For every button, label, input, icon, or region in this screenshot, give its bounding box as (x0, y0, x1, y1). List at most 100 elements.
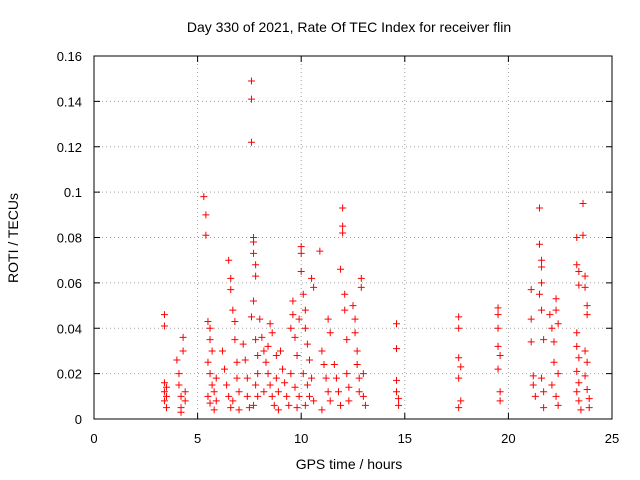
data-point (546, 311, 554, 319)
data-point (393, 376, 401, 384)
y-axis-title: ROTI / TECUs (5, 193, 21, 283)
data-point (395, 395, 403, 403)
data-point (455, 404, 463, 412)
data-point (303, 340, 311, 348)
data-point (581, 272, 589, 280)
data-point (229, 306, 237, 314)
data-point (305, 392, 313, 400)
data-point (345, 397, 353, 405)
data-point (254, 351, 262, 359)
data-point (305, 356, 313, 364)
data-point (351, 315, 359, 323)
data-point (231, 336, 239, 344)
data-point (326, 329, 334, 337)
data-point (173, 356, 181, 364)
data-point (177, 408, 185, 416)
data-point (393, 345, 401, 353)
data-point (272, 374, 280, 382)
data-point (583, 386, 591, 394)
data-point (310, 397, 318, 405)
data-point (266, 320, 274, 328)
data-point (535, 290, 543, 298)
data-point (160, 322, 168, 330)
data-point (218, 347, 226, 355)
data-point (289, 311, 297, 319)
data-point (247, 138, 255, 146)
data-point (227, 286, 235, 294)
data-point (274, 388, 282, 396)
data-point (160, 311, 168, 319)
data-point (552, 392, 560, 400)
y-tick-label: 0.12 (57, 140, 82, 155)
data-point (575, 281, 583, 289)
data-point (494, 324, 502, 332)
data-point (295, 315, 303, 323)
data-point (247, 313, 255, 321)
data-point (303, 381, 311, 389)
data-point (245, 404, 253, 412)
data-point (239, 340, 247, 348)
data-point (579, 199, 587, 207)
data-point (223, 381, 231, 389)
data-point (554, 370, 562, 378)
data-point (585, 404, 593, 412)
data-point (252, 261, 260, 269)
data-point (293, 351, 301, 359)
data-point (252, 272, 260, 280)
data-point (270, 401, 278, 409)
data-point (235, 406, 243, 414)
data-point (496, 397, 504, 405)
data-point (293, 404, 301, 412)
x-axis-title: GPS time / hours (296, 456, 403, 472)
data-point (552, 295, 560, 303)
data-point (252, 336, 260, 344)
data-point (202, 231, 210, 239)
data-point (289, 297, 297, 305)
data-point (247, 95, 255, 103)
chart-title: Day 330 of 2021, Rate Of TEC Index for r… (187, 19, 511, 35)
data-point (235, 388, 243, 396)
data-point (357, 274, 365, 282)
data-point (181, 388, 189, 396)
data-point (361, 401, 369, 409)
data-point (395, 401, 403, 409)
data-point (264, 370, 272, 378)
data-point (339, 229, 347, 237)
data-point (179, 333, 187, 341)
data-point (301, 324, 309, 332)
data-point (575, 397, 583, 405)
data-point (212, 374, 220, 382)
y-tick-label: 0 (75, 412, 82, 427)
data-point (163, 404, 171, 412)
data-point (299, 370, 307, 378)
data-point (527, 315, 535, 323)
data-point (393, 320, 401, 328)
data-point (455, 354, 463, 362)
data-point (241, 356, 249, 364)
data-point (355, 388, 363, 396)
data-point (291, 333, 299, 341)
data-point (343, 336, 351, 344)
data-point (552, 306, 560, 314)
data-point (535, 240, 543, 248)
data-point (359, 370, 367, 378)
data-point (494, 342, 502, 350)
data-point (322, 374, 330, 382)
data-point (243, 392, 251, 400)
data-point (575, 268, 583, 276)
data-point (548, 324, 556, 332)
data-point (301, 401, 309, 409)
data-point (206, 324, 214, 332)
data-point (233, 374, 241, 382)
data-point (353, 361, 361, 369)
data-point (266, 381, 274, 389)
data-point (250, 238, 258, 246)
data-point (262, 358, 270, 366)
data-point (221, 365, 229, 373)
data-point (577, 406, 585, 414)
x-tick-label: 20 (501, 431, 515, 446)
data-point (581, 347, 589, 355)
data-point (359, 392, 367, 400)
y-tick-label: 0.08 (57, 231, 82, 246)
